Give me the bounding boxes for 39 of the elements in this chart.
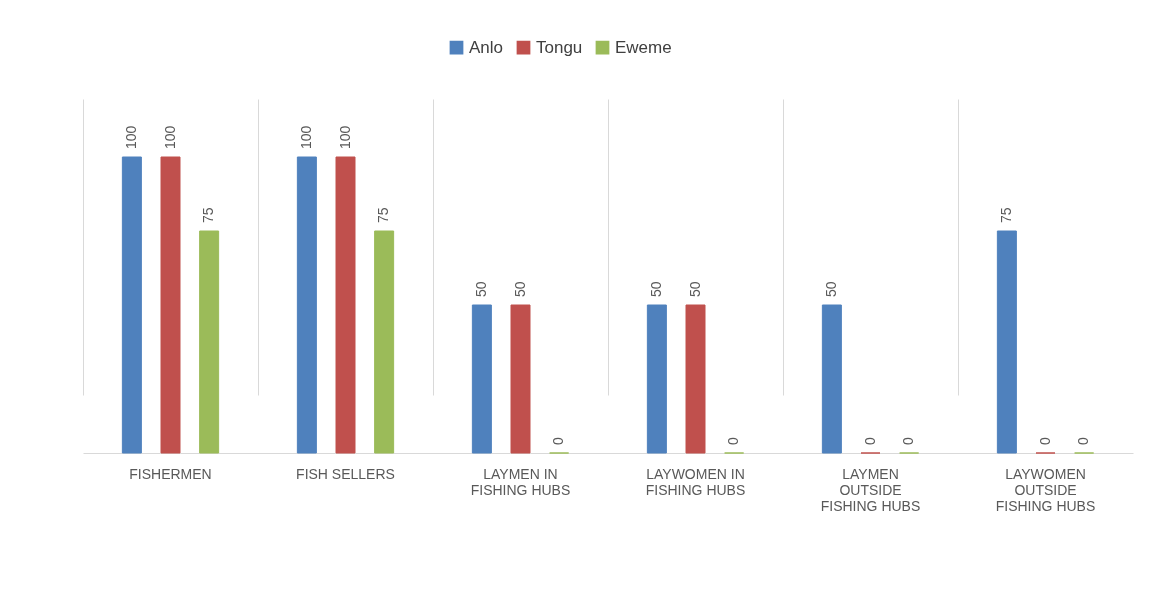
bar [996,230,1017,454]
data-label: 0 [725,437,742,445]
data-label: 50 [511,281,528,297]
legend-label: Eweme [615,37,672,57]
legend-label: Anlo [469,37,504,57]
x-tick-label: LAYWOMEN IN FISHING HUBS [645,465,746,498]
data-label: 50 [686,281,703,297]
data-label: 75 [375,207,392,223]
x-tick-label: FISHERMEN [129,465,212,482]
x-tick-label: FISH SELLERS [296,465,395,482]
bar [821,304,842,454]
bar [510,304,531,454]
bar [471,304,492,454]
bar [335,156,356,454]
bar [646,304,667,454]
data-label: 0 [1075,437,1092,445]
data-label: 75 [200,207,217,223]
x-tick-label: LAYMEN OUTSIDE FISHING HUBS [820,465,921,514]
legend-label: Tongu [536,37,583,57]
data-label: 0 [1036,437,1053,445]
bar [296,156,317,454]
x-tick-label: LAYMEN IN FISHING HUBS [470,465,571,498]
x-tick-label: LAYWOMEN OUTSIDE FISHING HUBS [995,465,1096,514]
data-label: 100 [336,125,353,149]
data-label: 100 [297,125,314,149]
bar [199,230,220,454]
data-label: 0 [861,437,878,445]
data-label: 50 [647,281,664,297]
bar [160,156,181,454]
data-label: 100 [161,125,178,149]
bar [374,230,395,454]
data-label: 0 [900,437,917,445]
data-label: 75 [997,207,1014,223]
data-label: 0 [550,437,567,445]
bar [121,156,142,454]
data-label: 50 [822,281,839,297]
bar [685,304,706,454]
data-label: 100 [122,125,139,149]
data-label: 50 [472,281,489,297]
